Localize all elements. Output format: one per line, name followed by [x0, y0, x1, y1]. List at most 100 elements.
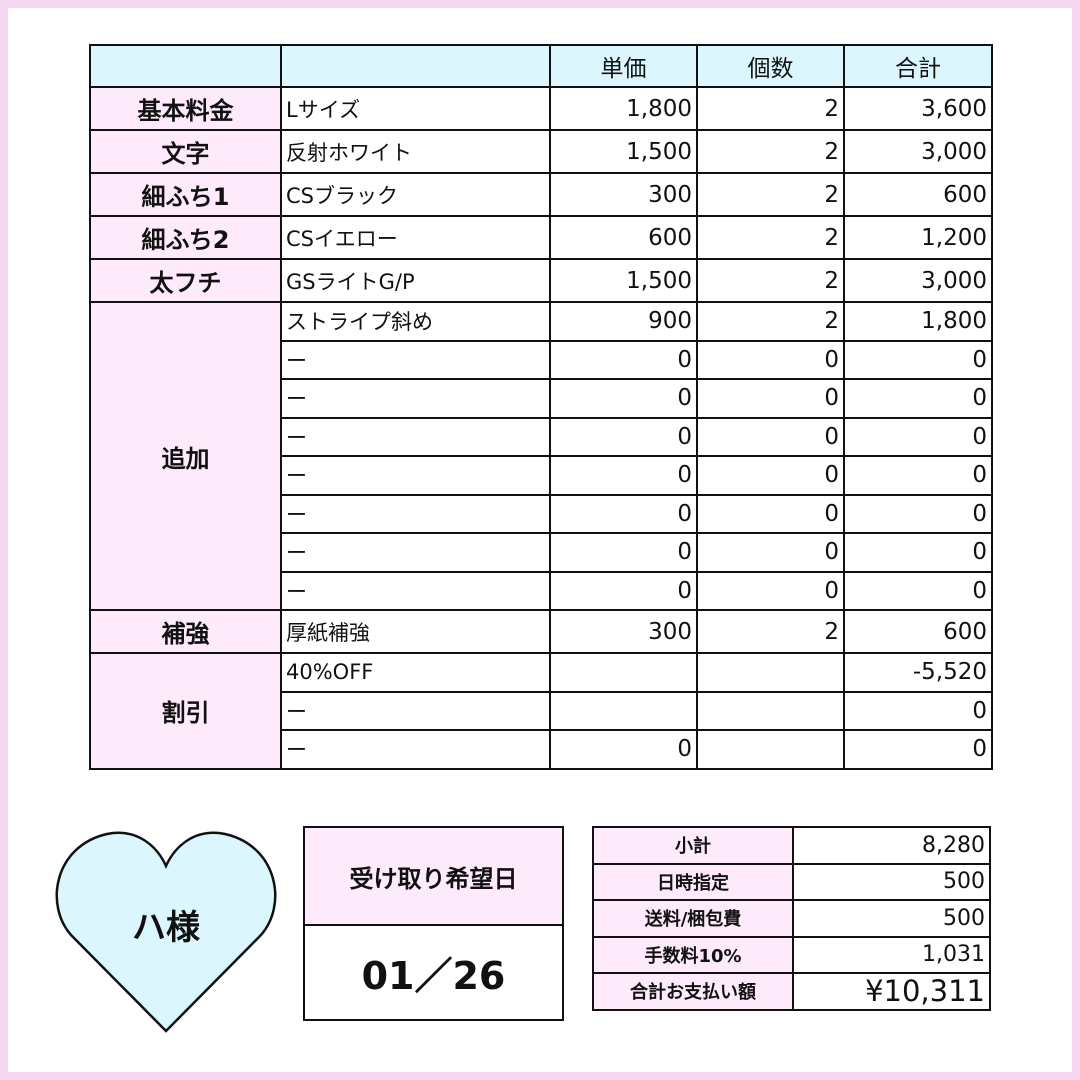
category-label: 文字 — [89, 129, 282, 174]
line-total: 3,000 — [843, 129, 993, 174]
customer-name: ハ様 — [132, 908, 200, 948]
line-total: 1,800 — [843, 301, 993, 342]
line-total: 0 — [843, 416, 993, 457]
item-name: ー — [280, 729, 551, 770]
column-header: 個数 — [696, 44, 845, 88]
summary-value: 8,280 — [792, 826, 991, 865]
summary-value: 1,031 — [792, 935, 991, 974]
unit-price: 600 — [549, 215, 698, 260]
item-name: ー — [280, 378, 551, 419]
line-total: 1,200 — [843, 215, 993, 260]
item-name: 40%OFF — [280, 652, 551, 693]
unit-price: 0 — [549, 378, 698, 419]
quantity: 2 — [696, 129, 845, 174]
quantity: 2 — [696, 258, 845, 303]
quantity: 0 — [696, 416, 845, 457]
quantity: 0 — [696, 378, 845, 419]
summary-value: 500 — [792, 899, 991, 938]
line-total: 0 — [843, 339, 993, 380]
pickup-date-label: 受け取り希望日 — [305, 828, 562, 926]
item-name: ー — [280, 690, 551, 731]
table-row: 細ふち1 CSブラック 300 2 600 — [89, 172, 993, 217]
pickup-date-value: 01／26 — [361, 954, 506, 998]
quantity: 2 — [696, 172, 845, 217]
unit-price: 0 — [549, 455, 698, 496]
unit-price: 300 — [549, 609, 698, 654]
quantity: 0 — [696, 570, 845, 611]
line-total: 0 — [843, 532, 993, 573]
category-label: 追加 — [89, 301, 282, 611]
line-total: 600 — [843, 609, 993, 654]
table-row: 基本料金 Lサイズ 1,800 2 3,600 — [89, 86, 993, 131]
summary-label: 日時指定 — [592, 862, 794, 901]
item-name: ー — [280, 493, 551, 534]
summary-row: 日時指定 500 — [592, 862, 991, 901]
line-total: 0 — [843, 378, 993, 419]
unit-price: 0 — [549, 416, 698, 457]
column-header — [280, 44, 551, 88]
summary-value: ¥10,311 — [792, 972, 991, 1011]
line-total: 3,000 — [843, 258, 993, 303]
summary-label: 小計 — [592, 826, 794, 865]
summary-row: 送料/梱包費 500 — [592, 899, 991, 938]
item-name: ー — [280, 339, 551, 380]
price-table: 単価 個数 合計 基本料金 Lサイズ 1,800 2 3,600 文字 反射ホワイト 1,500 2 3… — [89, 44, 993, 770]
item-name: 厚紙補強 — [280, 609, 551, 654]
line-total: -5,520 — [843, 652, 993, 693]
unit-price: 1,500 — [549, 258, 698, 303]
line-total: 600 — [843, 172, 993, 217]
unit-price: 0 — [549, 532, 698, 573]
category-label: 細ふち1 — [89, 172, 282, 217]
table-row: 追加 ストライプ斜め 900 2 1,800 — [89, 301, 993, 611]
line-total: 0 — [843, 455, 993, 496]
quantity: 0 — [696, 339, 845, 380]
item-name: ー — [280, 532, 551, 573]
pickup-date-box: 受け取り希望日 01／26 — [303, 826, 564, 1021]
summary-table: 小計 8,280 日時指定 500 送料/梱包費 500 手数料10% 1,031 合計お支払い… — [592, 826, 991, 1011]
column-header: 合計 — [843, 44, 993, 88]
unit-price: 1,800 — [549, 86, 698, 131]
unit-price: 900 — [549, 301, 698, 342]
quantity — [696, 729, 845, 770]
column-header — [89, 44, 282, 88]
item-name: CSブラック — [280, 172, 551, 217]
item-name: ー — [280, 416, 551, 457]
table-row: 補強 厚紙補強 300 2 600 — [89, 609, 993, 654]
item-name: Lサイズ — [280, 86, 551, 131]
column-header: 単価 — [549, 44, 698, 88]
unit-price: 0 — [549, 570, 698, 611]
summary-row: 小計 8,280 — [592, 826, 991, 865]
summary-label: 手数料10% — [592, 935, 794, 974]
unit-price: 300 — [549, 172, 698, 217]
summary-row: 手数料10% 1,031 — [592, 935, 991, 974]
unit-price: 0 — [549, 493, 698, 534]
line-total: 3,600 — [843, 86, 993, 131]
quantity: 0 — [696, 493, 845, 534]
category-label: 太フチ — [89, 258, 282, 303]
quantity: 0 — [696, 532, 845, 573]
unit-price: 0 — [549, 729, 698, 770]
summary-value: 500 — [792, 862, 991, 901]
line-total: 0 — [843, 570, 993, 611]
item-name: 反射ホワイト — [280, 129, 551, 174]
line-total: 0 — [843, 493, 993, 534]
unit-price: 0 — [549, 339, 698, 380]
heart-icon — [55, 831, 277, 1033]
quantity: 2 — [696, 86, 845, 131]
item-name: ストライプ斜め — [280, 301, 551, 342]
quantity: 2 — [696, 609, 845, 654]
quantity — [696, 690, 845, 731]
item-name: CSイエロー — [280, 215, 551, 260]
quantity: 2 — [696, 301, 845, 342]
item-name: GSライトG/P — [280, 258, 551, 303]
item-name: ー — [280, 455, 551, 496]
line-total: 0 — [843, 690, 993, 731]
table-row: 割引 40%OFF -5,520 — [89, 652, 993, 770]
